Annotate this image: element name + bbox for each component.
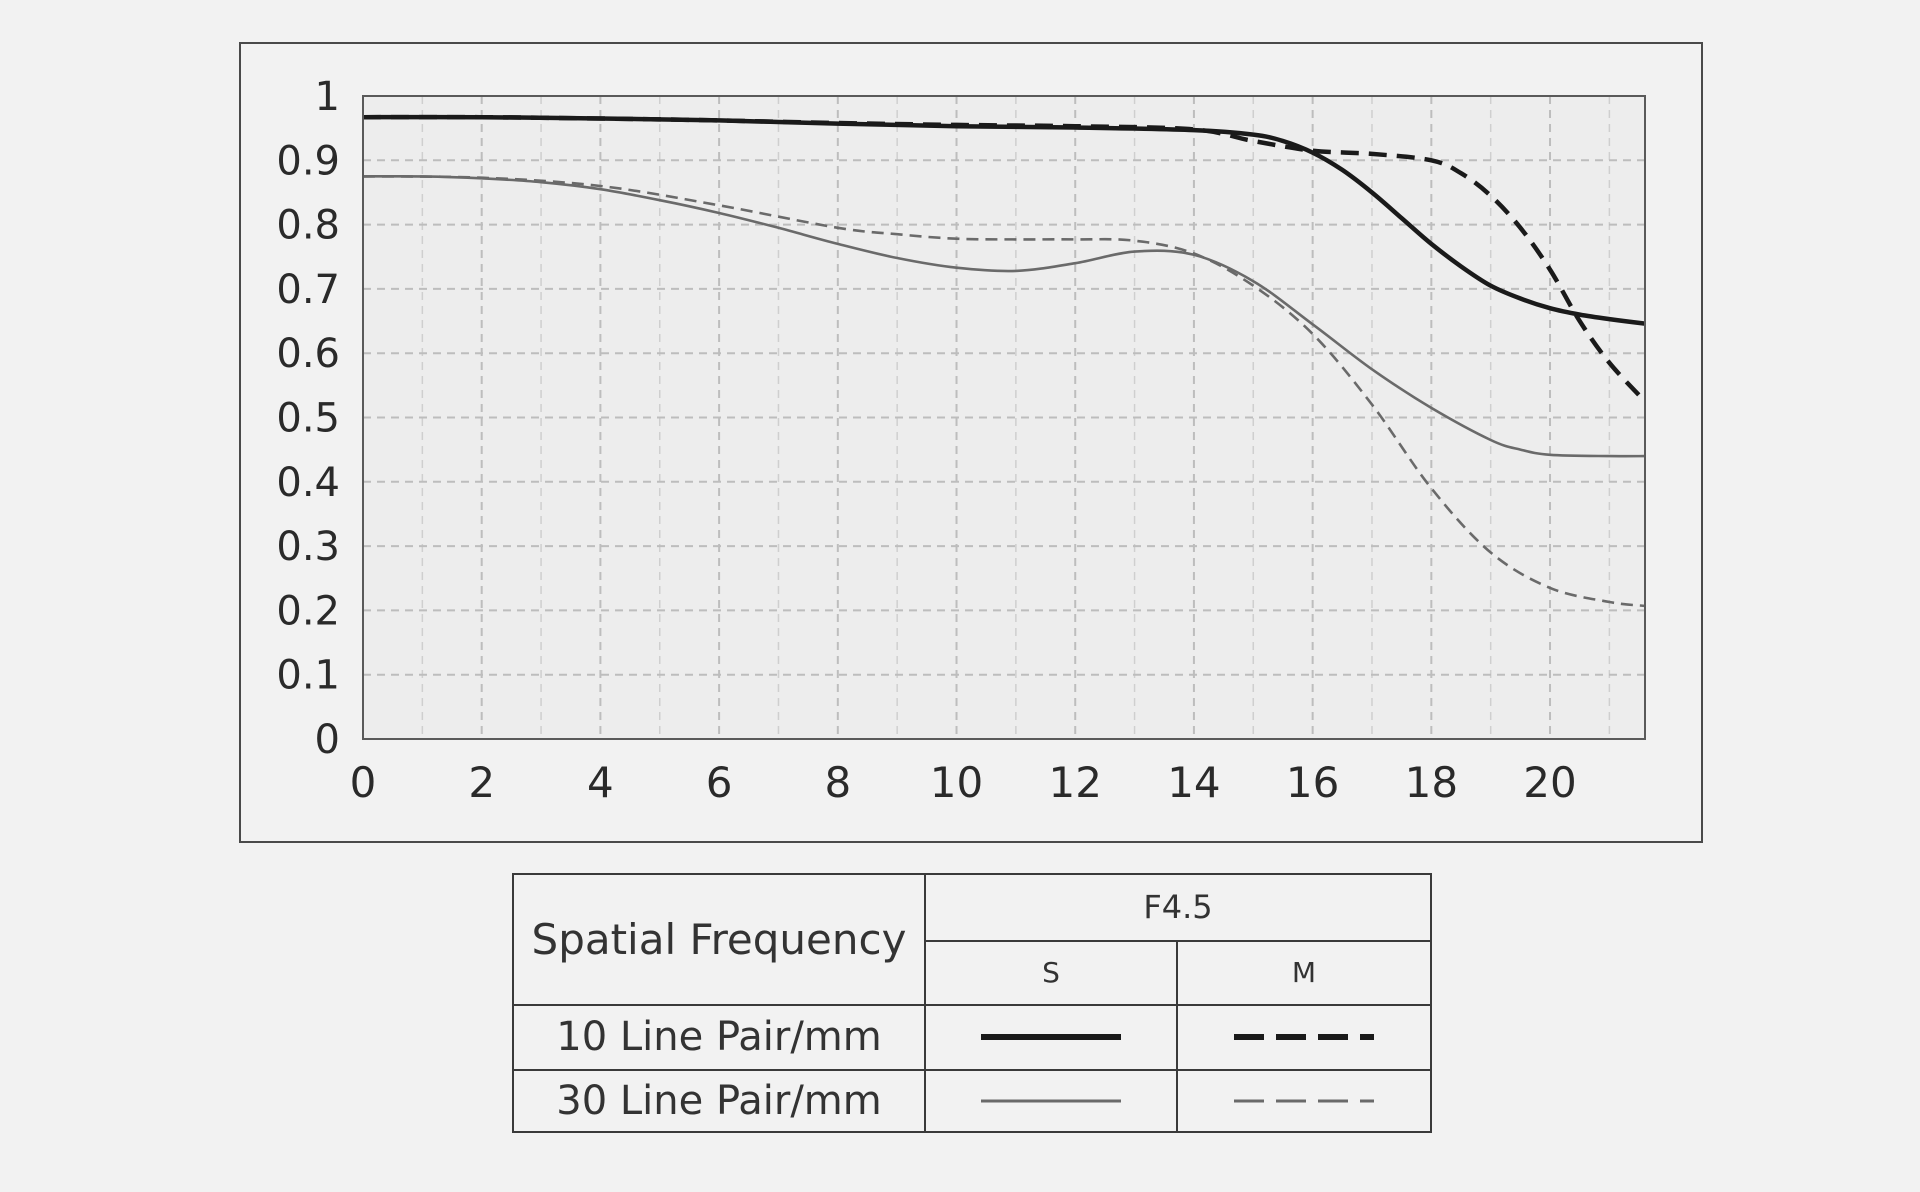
row-10lp-label: 10 Line Pair/mm <box>512 1004 926 1071</box>
legend-line-dashed-thin <box>1234 1099 1374 1103</box>
legend-line-solid-thin <box>981 1099 1121 1103</box>
sagittal-header: S <box>924 939 1178 1007</box>
chart-frame <box>239 42 1703 843</box>
row-30lp-label: 30 Line Pair/mm <box>512 1068 926 1134</box>
aperture-header: F4.5 <box>924 873 1432 942</box>
meridional-header: M <box>1176 939 1432 1007</box>
legend-10lp-s <box>924 1004 1178 1071</box>
spatial-frequency-header: Spatial Frequency <box>512 872 926 1007</box>
legend-line-solid-bold <box>981 1034 1121 1041</box>
legend-10lp-m <box>1176 1004 1432 1071</box>
legend-line-dashed-bold <box>1234 1034 1374 1041</box>
legend-30lp-s <box>924 1068 1178 1134</box>
legend-table: Spatial Frequency F4.5 S M 10 Line Pair/… <box>512 872 1432 1134</box>
legend-30lp-m <box>1176 1068 1432 1134</box>
